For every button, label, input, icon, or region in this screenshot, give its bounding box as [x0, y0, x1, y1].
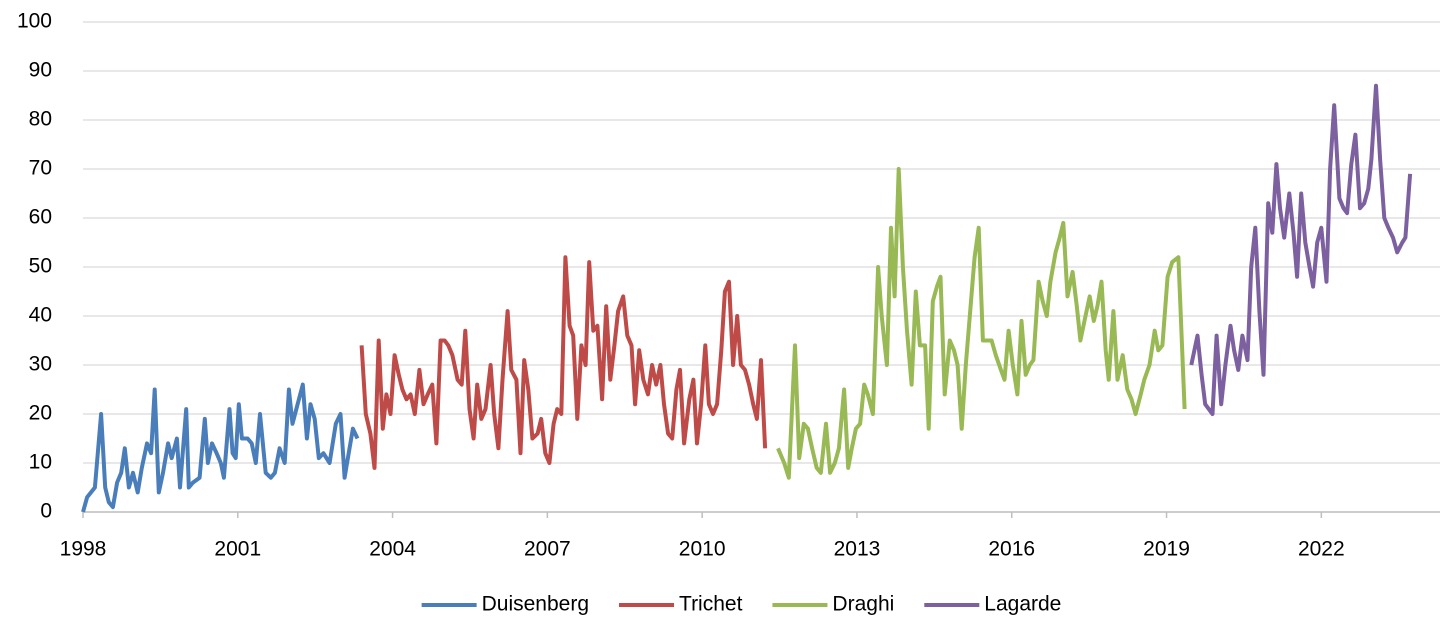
y-tick-label: 70 [29, 157, 52, 180]
x-tick-label: 2022 [1298, 538, 1345, 561]
x-tick-label: 1998 [60, 538, 107, 561]
x-tick-label: 2019 [1143, 538, 1190, 561]
y-tick-label: 100 [17, 10, 52, 33]
legend-label: Draghi [832, 593, 894, 616]
legend-label: Trichet [679, 593, 743, 616]
y-tick-label: 30 [29, 353, 52, 376]
legend-label: Lagarde [984, 593, 1061, 616]
y-tick-label: 80 [29, 108, 52, 131]
x-tick-label: 2001 [214, 538, 261, 561]
x-tick-label: 2016 [988, 538, 1035, 561]
y-tick-label: 50 [29, 255, 52, 278]
series-line [81, 382, 360, 513]
y-tick-label: 40 [29, 304, 52, 327]
x-tick-label: 2004 [369, 538, 416, 561]
y-tick-label: 60 [29, 206, 52, 229]
series-line [1189, 83, 1413, 416]
x-tick-label: 2013 [834, 538, 881, 561]
y-tick-label: 10 [29, 451, 52, 474]
series-line [776, 167, 1187, 480]
legend-label: Duisenberg [482, 593, 589, 616]
y-tick-label: 90 [29, 59, 52, 82]
y-tick-label: 20 [29, 402, 52, 425]
series-line [359, 255, 768, 470]
x-tick-label: 2010 [679, 538, 726, 561]
y-tick-label: 0 [40, 500, 52, 523]
x-tick-label: 2007 [524, 538, 571, 561]
